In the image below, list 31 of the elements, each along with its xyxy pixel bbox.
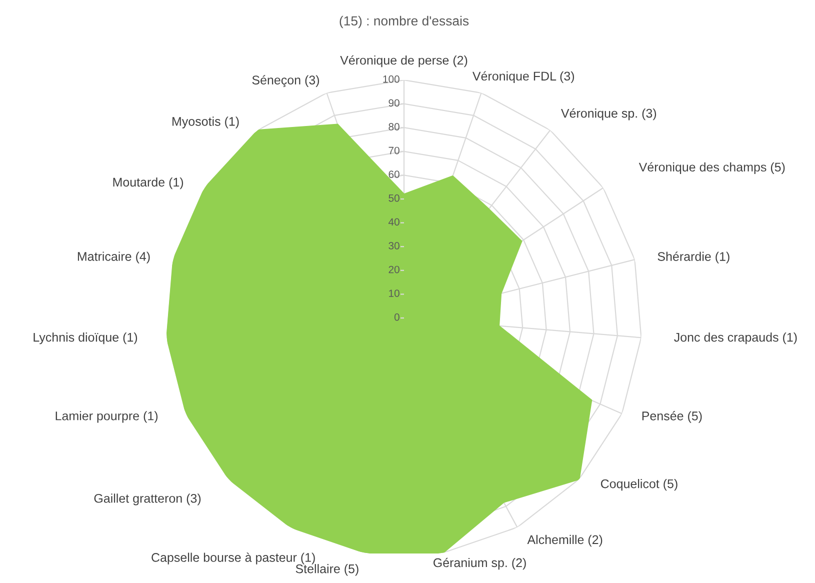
spoke-label: Jonc des crapauds (1) xyxy=(674,332,797,344)
y-tick-label: 30 xyxy=(388,242,400,250)
y-tick-label: 0 xyxy=(394,313,400,321)
spoke-label: Géranium sp. (2) xyxy=(434,558,526,570)
y-tick-label: 80 xyxy=(388,123,400,130)
spoke-label: Pensée (5) xyxy=(642,411,702,423)
spoke-label: Véronique des champs (5) xyxy=(638,162,785,174)
spoke-label: Coquelicot (5) xyxy=(600,479,678,491)
spoke-label: Myosotis (1) xyxy=(172,116,239,128)
spoke-label: Alchemille (2) xyxy=(527,534,602,547)
spoke-label: Véronique de perse (2) xyxy=(340,55,468,68)
y-tick-label: 70 xyxy=(388,146,400,154)
y-tick-label: 20 xyxy=(388,266,400,274)
y-tick-label: 90 xyxy=(388,99,400,107)
spoke-label: Véronique FDL (3) xyxy=(472,71,574,84)
y-tick-label: 50 xyxy=(388,194,400,202)
chart-subtitle: (15) : nombre d'essais xyxy=(340,16,469,28)
spoke-label: Matricaire (4) xyxy=(78,252,150,264)
spoke-label: Lamier pourpre (1) xyxy=(56,411,158,423)
y-tick-label: 40 xyxy=(388,218,400,226)
spoke-label: Stellaire (5) xyxy=(296,564,358,576)
spoke-label: Gaillet gratteron (3) xyxy=(94,494,201,506)
spoke-label: Véronique sp. (3) xyxy=(561,108,656,120)
spoke-label: Shérardie (1) xyxy=(658,252,730,264)
spoke-label: Lychnis dioïque (1) xyxy=(34,332,138,344)
spoke-label: Séneçon (3) xyxy=(252,75,320,87)
y-tick-label: 100 xyxy=(383,75,400,83)
y-tick-label: 60 xyxy=(388,170,400,178)
spoke-label: Capselle bourse à pasteur (1) xyxy=(152,552,315,564)
y-tick-label: 10 xyxy=(389,290,400,297)
spoke-label: Moutarde (1) xyxy=(113,177,184,190)
